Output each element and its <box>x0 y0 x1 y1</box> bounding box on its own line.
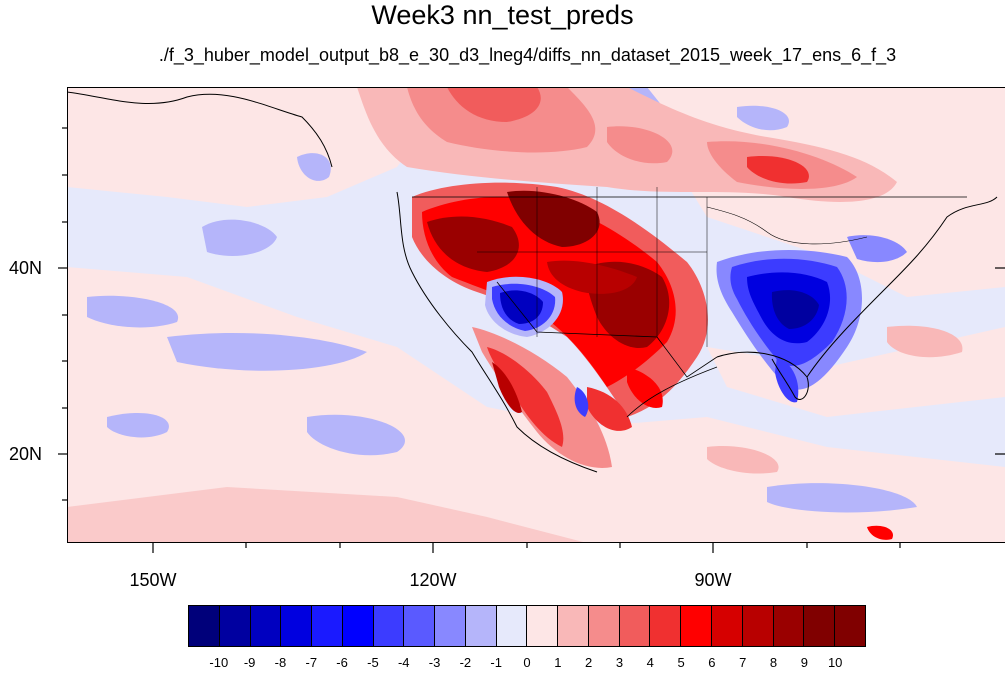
colorbar-label: 10 <box>827 655 843 670</box>
colorbar-labels: -10 -9 -8 -7 -6 -5 -4 -3 -2 -1 0 1 2 3 4 5 6 7 8 9 10 <box>188 655 866 673</box>
colorbar-swatch <box>189 606 220 646</box>
colorbar-label: 6 <box>708 655 716 670</box>
colorbar-label: -10 <box>209 655 229 670</box>
colorbar-label: -1 <box>490 655 502 670</box>
colorbar-swatch <box>281 606 313 646</box>
colorbar-label: 0 <box>523 655 531 670</box>
colorbar-label: -4 <box>397 655 410 670</box>
lat-label-20n: 20N <box>8 444 42 464</box>
colorbar-swatch <box>804 606 836 646</box>
colorbar-label: 1 <box>554 655 562 670</box>
map-subtitle: ./f_3_huber_model_output_b8_e_30_d3_lneg… <box>158 45 897 65</box>
colorbar-label: -2 <box>459 655 472 670</box>
colorbar-swatch <box>373 606 405 646</box>
anomaly-field <box>67 87 1005 543</box>
colorbar-swatch <box>219 606 251 646</box>
colorbar-label: -5 <box>367 655 379 670</box>
colorbar <box>188 605 866 647</box>
colorbar-label: 2 <box>585 655 593 670</box>
colorbar-swatch <box>712 606 743 646</box>
colorbar-label: 4 <box>646 655 654 670</box>
lon-label-150w: 150W <box>129 570 177 590</box>
colorbar-label: -9 <box>243 655 256 670</box>
colorbar-swatch <box>312 606 343 646</box>
colorbar-label: 9 <box>800 655 808 670</box>
colorbar-swatch <box>650 606 682 646</box>
colorbar-swatch <box>773 606 805 646</box>
colorbar-swatch <box>496 606 528 646</box>
colorbar-swatch <box>342 606 374 646</box>
colorbar-swatch <box>465 606 497 646</box>
colorbar-label: 3 <box>615 655 624 670</box>
colorbar-swatch <box>588 606 620 646</box>
lon-label-90w: 90W <box>694 570 732 590</box>
colorbar-label: 8 <box>769 655 778 670</box>
colorbar-swatch <box>835 606 865 646</box>
lat-label-40n: 40N <box>8 258 42 278</box>
colorbar-swatch <box>435 606 466 646</box>
colorbar-label: -6 <box>336 655 348 670</box>
lon-label-120w: 120W <box>409 570 457 590</box>
colorbar-swatch <box>250 606 282 646</box>
colorbar-swatch <box>404 606 436 646</box>
colorbar-label: 7 <box>739 655 747 670</box>
colorbar-swatch <box>527 606 559 646</box>
colorbar-label: -3 <box>428 655 441 670</box>
map-plot-area <box>67 87 1005 543</box>
colorbar-label: -7 <box>305 655 318 670</box>
colorbar-swatch <box>681 606 713 646</box>
colorbar-swatch <box>742 606 774 646</box>
colorbar-swatch <box>619 606 651 646</box>
map-title: Week3 nn_test_preds <box>371 0 634 30</box>
colorbar-label: 5 <box>677 655 685 670</box>
colorbar-label: -8 <box>274 655 287 670</box>
colorbar-swatch <box>558 606 589 646</box>
